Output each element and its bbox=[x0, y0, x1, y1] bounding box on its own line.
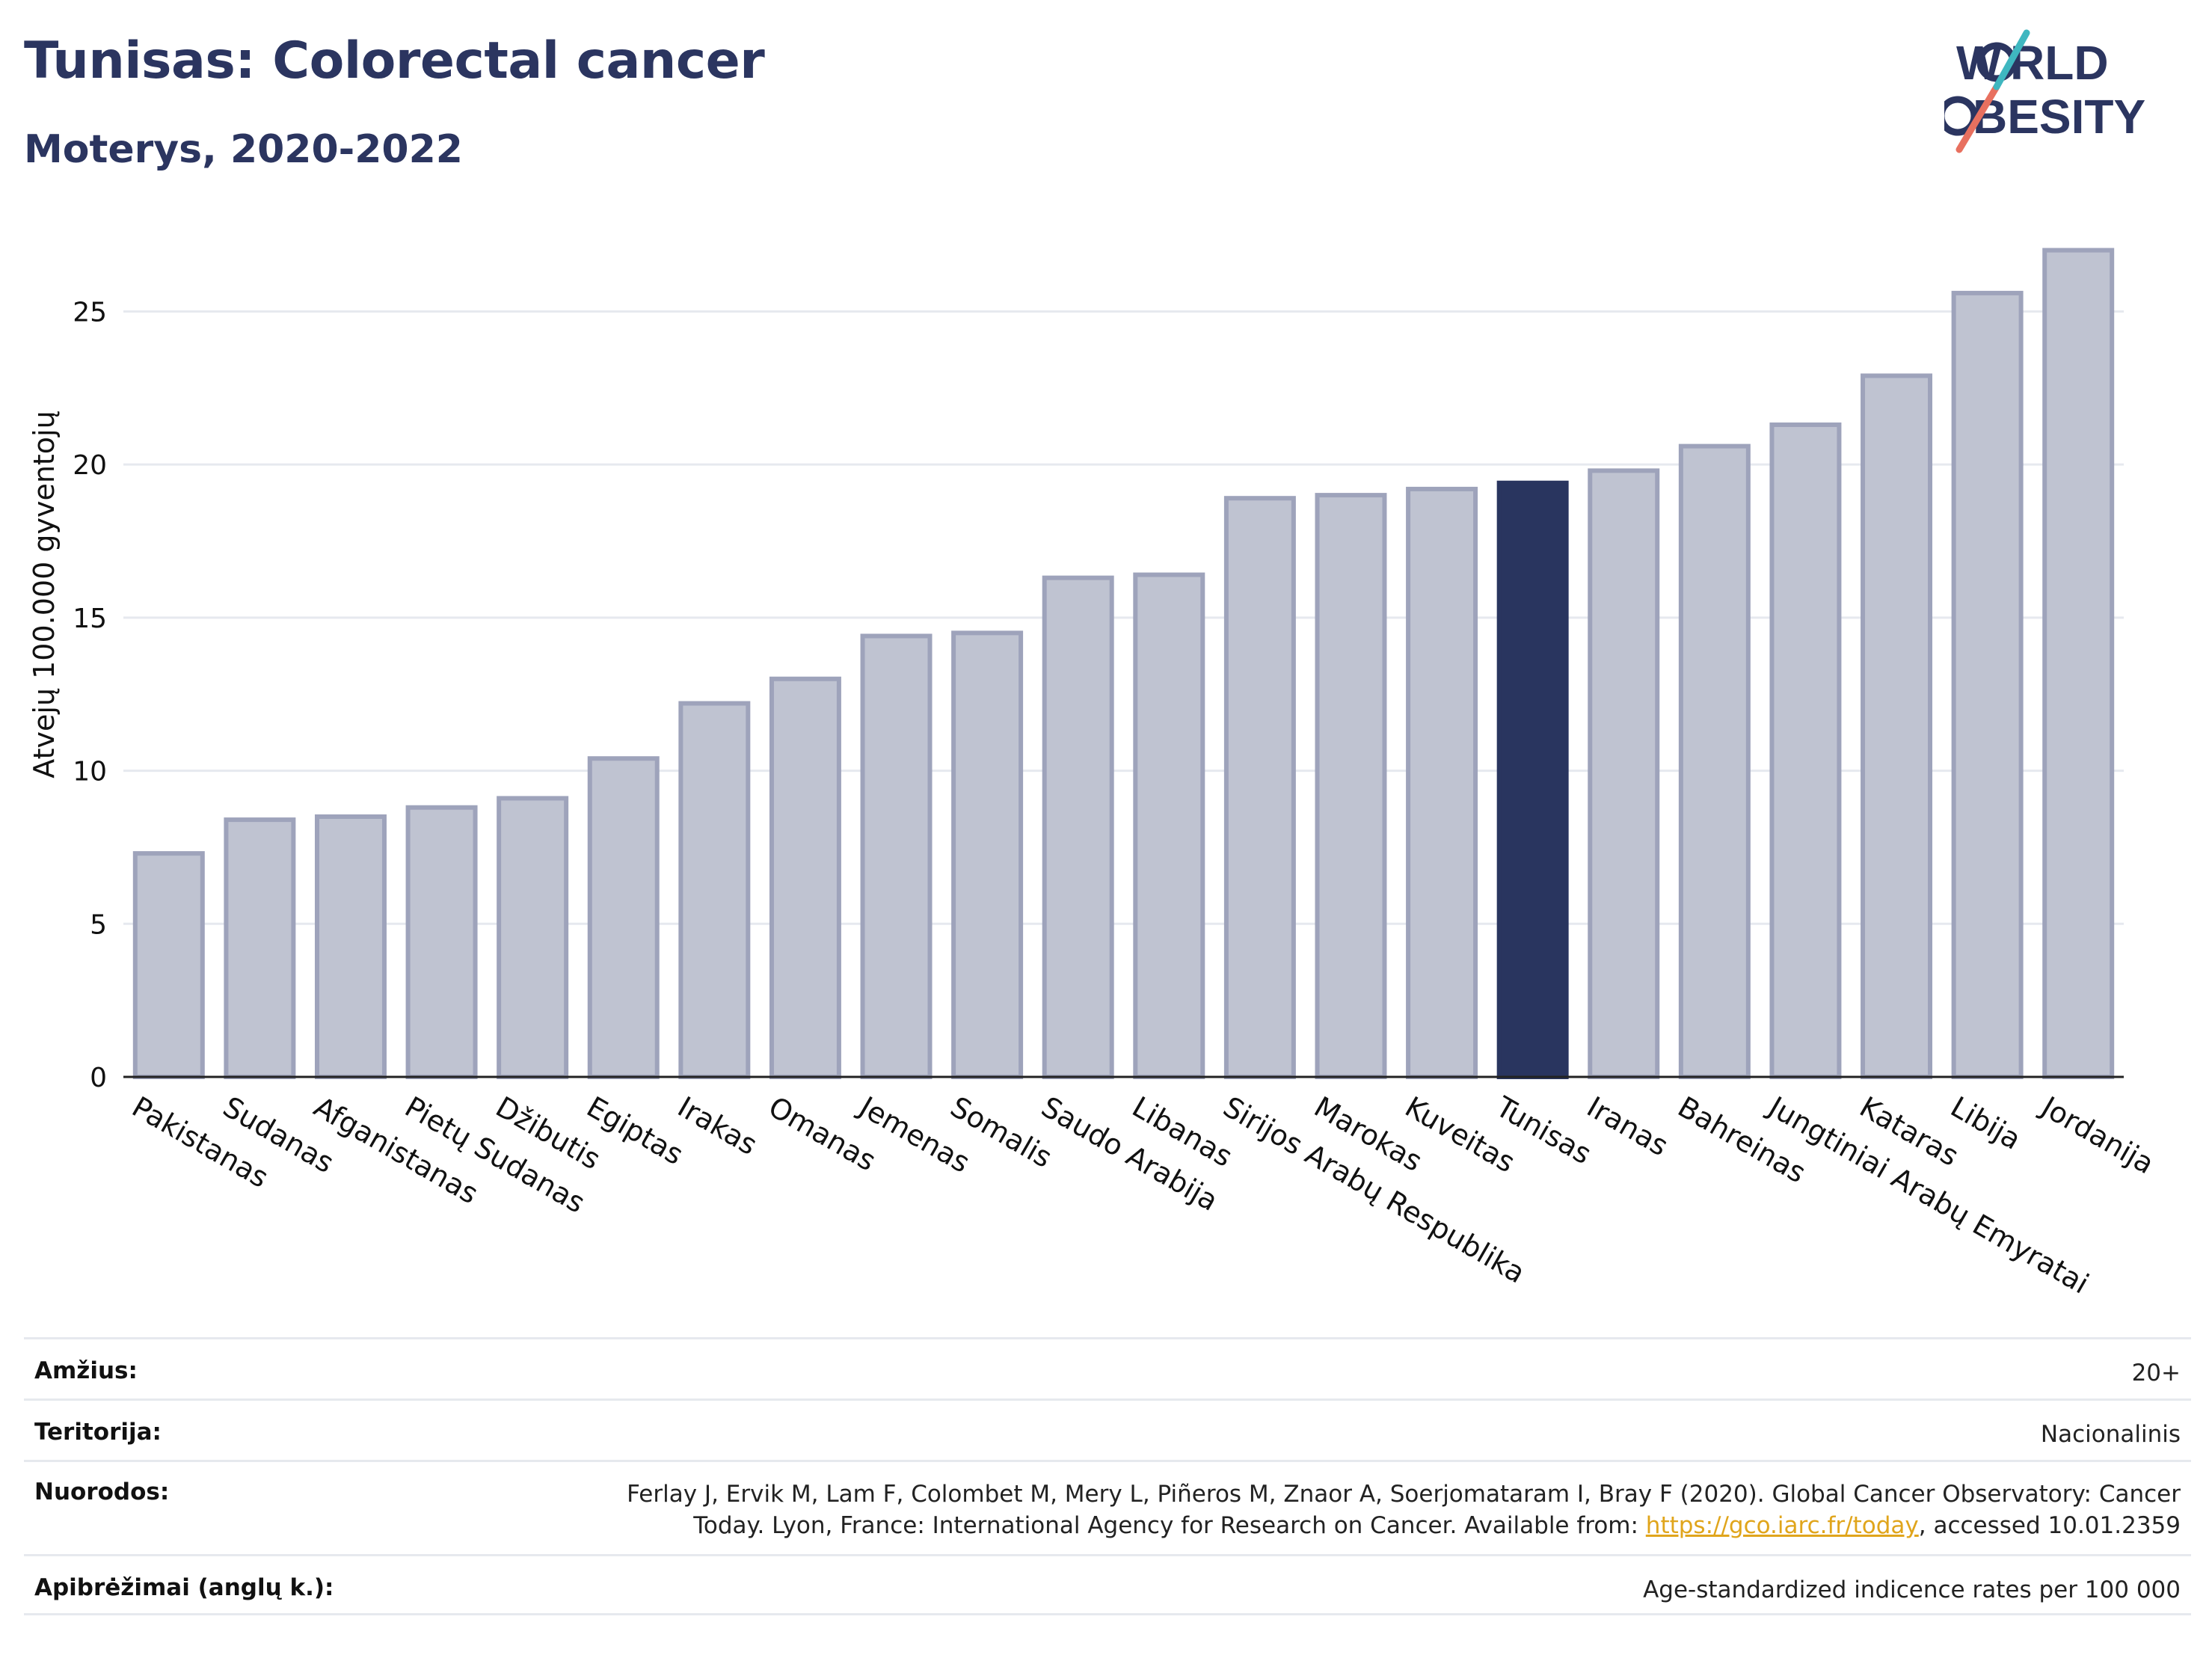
x-tick-label: Iranas bbox=[1582, 1090, 1674, 1163]
bar bbox=[132, 851, 205, 1079]
y-tick-label: 25 bbox=[73, 297, 107, 328]
references-line2-suffix: , accessed 10.01.2359 bbox=[1918, 1512, 2181, 1539]
y-tick-label: 0 bbox=[90, 1063, 107, 1093]
y-axis-title: Atvejų 100.000 gyventojų bbox=[28, 411, 61, 778]
definitions-value: Age-standardized indicence rates per 100… bbox=[1643, 1576, 2181, 1603]
bar bbox=[769, 676, 841, 1079]
bar bbox=[1951, 290, 2024, 1080]
world-obesity-logo: W RLD BESITY bbox=[1944, 29, 2145, 153]
bar bbox=[587, 756, 660, 1079]
bar-chart: 0 5 10 15 20 25 PakistanasSudanasAfganistanas… bbox=[28, 248, 2160, 1301]
bar bbox=[1406, 486, 1478, 1079]
territory-value: Nacionalinis bbox=[2040, 1421, 2181, 1448]
y-tick-label: 20 bbox=[73, 450, 107, 481]
bar-highlight bbox=[1496, 480, 1569, 1079]
references-label: Nuorodos: bbox=[34, 1479, 170, 1505]
bars bbox=[132, 248, 2115, 1080]
bar bbox=[678, 701, 751, 1080]
y-tick-label: 5 bbox=[90, 909, 107, 940]
meta-row-territory: Teritorija: Nacionalinis bbox=[24, 1398, 2191, 1460]
meta-row-definitions: Apibrėžimai (anglų k.): Age-standardized… bbox=[24, 1554, 2191, 1615]
y-tick-label: 15 bbox=[73, 604, 107, 634]
definitions-label: Apibrėžimai (anglų k.): bbox=[34, 1574, 334, 1601]
references-value: Ferlay J, Ervik M, Lam F, Colombet M, Me… bbox=[627, 1479, 2181, 1541]
x-tick-label: Irakas bbox=[672, 1090, 763, 1161]
bar bbox=[1678, 443, 1751, 1079]
references-line2-prefix: Today. Lyon, France: International Agenc… bbox=[693, 1512, 1646, 1539]
bar bbox=[2042, 248, 2115, 1080]
bar bbox=[951, 630, 1024, 1079]
y-tick-label: 10 bbox=[73, 757, 107, 787]
page-title: Tunisas: Colorectal cancer bbox=[24, 31, 765, 90]
meta-row-age: Amžius: 20+ bbox=[24, 1337, 2191, 1398]
svg-text:RLD: RLD bbox=[2010, 36, 2109, 90]
bar bbox=[1042, 575, 1114, 1079]
bar bbox=[1588, 468, 1660, 1079]
svg-text:BESITY: BESITY bbox=[1973, 90, 2145, 144]
metadata-table: Amžius: 20+ Teritorija: Nacionalinis Nuo… bbox=[24, 1337, 2191, 1615]
bar bbox=[1315, 493, 1387, 1079]
bar bbox=[224, 817, 296, 1079]
meta-row-references: Nuorodos: Ferlay J, Ervik M, Lam F, Colo… bbox=[24, 1460, 2191, 1554]
y-tick-labels: 0 5 10 15 20 25 bbox=[73, 297, 107, 1093]
territory-label: Teritorija: bbox=[34, 1419, 162, 1446]
bar bbox=[497, 796, 569, 1079]
bar bbox=[1769, 422, 1842, 1079]
bar bbox=[1223, 496, 1296, 1079]
bar bbox=[405, 805, 478, 1080]
references-link[interactable]: https://gco.iarc.fr/today bbox=[1645, 1512, 1919, 1539]
x-tick-label: Jordanija bbox=[2035, 1090, 2160, 1181]
references-line1: Ferlay J, Ervik M, Lam F, Colombet M, Me… bbox=[627, 1481, 2181, 1508]
bar bbox=[1133, 572, 1205, 1079]
bar bbox=[1861, 373, 1933, 1079]
bar bbox=[314, 814, 387, 1080]
age-label: Amžius: bbox=[34, 1357, 138, 1384]
bar bbox=[860, 633, 933, 1079]
page-subtitle: Moterys, 2020-2022 bbox=[24, 127, 463, 172]
age-value: 20+ bbox=[2131, 1360, 2181, 1387]
